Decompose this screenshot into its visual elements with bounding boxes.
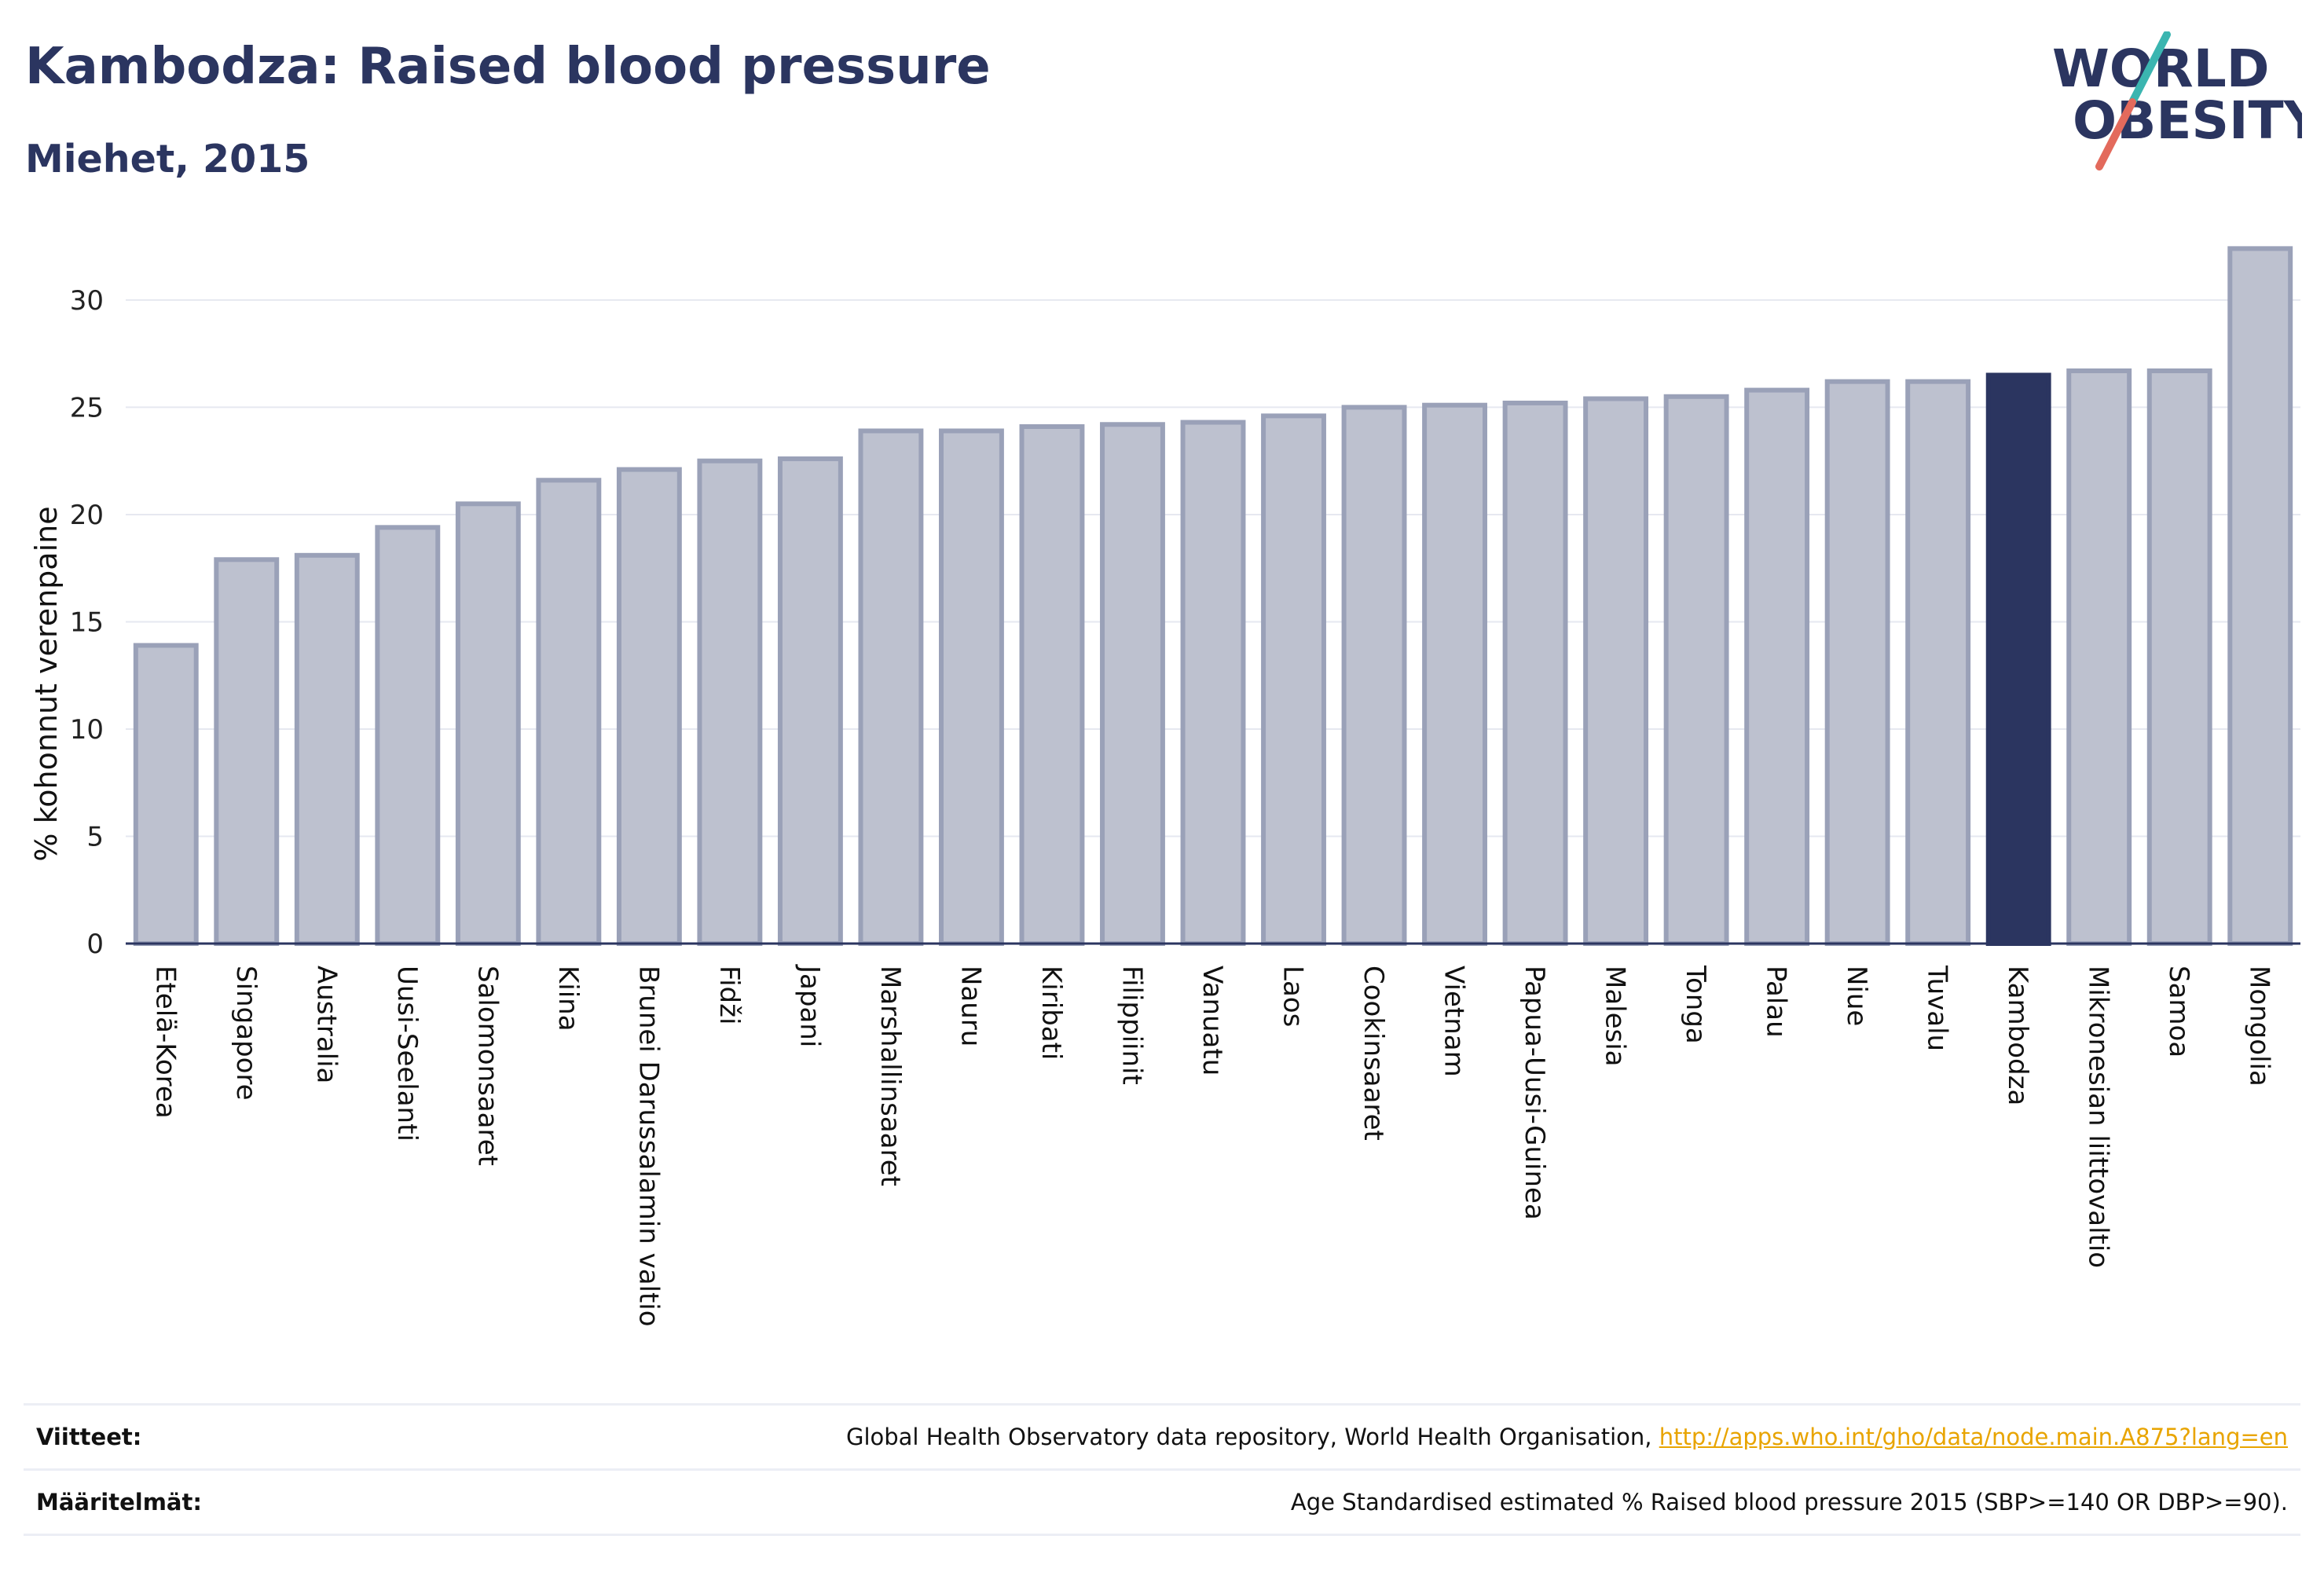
sources-text: Global Health Observatory data repositor…: [846, 1424, 2300, 1450]
bar-japani: [777, 456, 843, 946]
x-tick-labels: Etelä-Korea Singapore Australia Uusi-Seelan…: [149, 964, 2275, 1327]
bar-laos: [1261, 413, 1326, 946]
bars: [133, 246, 2293, 947]
bar-vanuatu: [1180, 420, 1246, 946]
x-tick-label: Filippiinit: [1116, 966, 1147, 1085]
y-tick-label: 5: [86, 821, 104, 852]
bar-fid-i: [697, 458, 763, 946]
bar-mongolia: [2227, 246, 2293, 946]
bar-etel-korea: [133, 643, 199, 946]
x-tick-label: Nauru: [955, 966, 986, 1046]
y-axis-label: % kohonnut verenpaine: [29, 506, 64, 861]
y-tick-labels: 0 5 10 15 20 25 30: [70, 285, 104, 960]
footer: Viitteet: Global Health Observatory data…: [24, 1403, 2300, 1536]
x-tick-label: Kiribati: [1036, 966, 1067, 1060]
bar-niue: [1824, 379, 1890, 947]
chart-title: Kambodza: Raised blood pressure: [25, 38, 991, 96]
bar-nauru: [939, 428, 1004, 946]
x-tick-label: Tonga: [1680, 965, 1711, 1044]
bar-brunei-darussalamin-valtio: [616, 467, 682, 946]
definitions-label: Määritelmät:: [36, 1489, 202, 1516]
bar-singapore: [214, 557, 280, 946]
bar-samoa: [2146, 368, 2212, 946]
bar-tuvalu: [1905, 379, 1971, 947]
x-tick-label: Laos: [1277, 966, 1309, 1027]
x-tick-label: Niue: [1841, 966, 1872, 1026]
sources-link[interactable]: http://apps.who.int/gho/data/node.main.A…: [1659, 1424, 2288, 1450]
bar-marshallinsaaret: [858, 428, 924, 946]
bar-malesia: [1583, 396, 1649, 946]
bar-kiina: [536, 478, 602, 946]
x-tick-label: Japani: [794, 964, 825, 1047]
y-tick-label: 25: [70, 392, 104, 423]
sources-description: Global Health Observatory data repositor…: [845, 1424, 1659, 1450]
bar-australia: [294, 552, 360, 946]
x-tick-label: Kiina: [552, 966, 584, 1032]
x-tick-label: Marshallinsaaret: [874, 966, 906, 1186]
bar-mikronesian-liittovaltio: [2066, 368, 2132, 946]
bar-kiribati: [1019, 423, 1085, 946]
bar-uusi-seelanti: [375, 525, 441, 946]
x-tick-label: Etelä-Korea: [149, 966, 181, 1119]
logo-red-slash: [2095, 98, 2136, 170]
x-tick-label: Palau: [1761, 966, 1792, 1038]
y-tick-label: 15: [70, 607, 104, 638]
x-tick-label: Mongolia: [2244, 966, 2275, 1087]
x-tick-label: Uusi-Seelanti: [391, 966, 423, 1142]
bar-tonga: [1663, 394, 1729, 947]
y-tick-label: 30: [70, 285, 104, 317]
bar-cookinsaaret: [1341, 405, 1407, 946]
x-tick-label: Vanuatu: [1197, 966, 1228, 1076]
world-obesity-logo: WORLD OBESITY: [2052, 31, 2302, 170]
x-tick-label: Brunei Darussalamin valtio: [632, 966, 664, 1327]
definitions-row: Määritelmät: Age Standardised estimated …: [24, 1468, 2300, 1536]
x-tick-label: Mikronesian liittovaltio: [2083, 966, 2114, 1268]
x-tick-label: Vietnam: [1439, 966, 1470, 1077]
bar-filippiinit: [1100, 422, 1165, 946]
chart-subtitle: Miehet, 2015: [25, 137, 310, 181]
sources-row: Viitteet: Global Health Observatory data…: [24, 1403, 2300, 1468]
x-tick-label: Samoa: [2163, 966, 2194, 1057]
y-tick-label: 10: [70, 714, 104, 746]
x-tick-label: Fidži: [713, 966, 745, 1024]
x-tick-label: Salomonsaaret: [471, 966, 503, 1166]
bar-palau: [1744, 387, 1810, 946]
bar-kambodza: [1985, 372, 2051, 946]
x-tick-label: Australia: [310, 966, 342, 1083]
definitions-text: Age Standardised estimated % Raised bloo…: [1290, 1489, 2288, 1516]
x-tick-label: Cookinsaaret: [1358, 966, 1389, 1141]
bar-chart: 0 5 10 15 20 25 30 Etelä-Korea Singapore Austral…: [29, 246, 2300, 1327]
sources-label: Viitteet:: [36, 1424, 142, 1450]
logo-teal-slash: [2128, 31, 2171, 106]
x-tick-label: Papua-Uusi-Guinea: [1519, 966, 1550, 1220]
bar-papua-uusi-guinea: [1502, 400, 1568, 946]
x-tick-label: Singapore: [230, 966, 262, 1101]
x-tick-label: Tuvalu: [1922, 965, 1953, 1051]
x-tick-label: Kambodza: [2002, 966, 2033, 1105]
y-tick-label: 0: [86, 929, 104, 960]
y-tick-label: 20: [70, 500, 104, 531]
bar-vietnam: [1422, 402, 1487, 946]
x-tick-label: Malesia: [1600, 966, 1631, 1067]
bar-salomonsaaret: [455, 501, 521, 946]
